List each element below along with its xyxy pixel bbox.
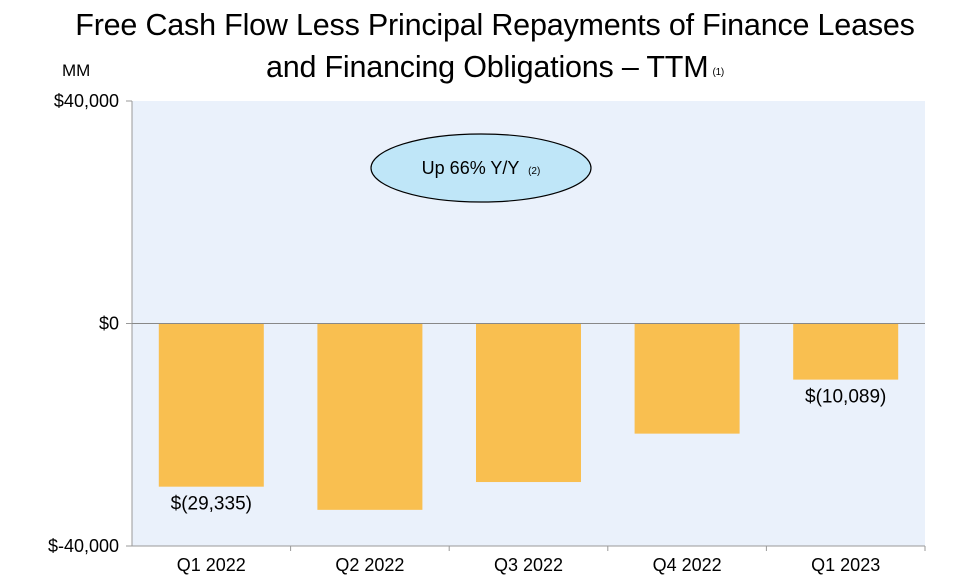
x-tick-label: Q2 2022 — [335, 555, 404, 575]
y-tick-label: $-40,000 — [48, 536, 119, 556]
annotation-main-text: Up 66% Y/Y — [422, 158, 520, 178]
bar — [476, 323, 581, 483]
annotation-ellipse — [370, 133, 592, 203]
y-tick-label: $0 — [99, 314, 119, 334]
y-tick-label: $40,000 — [54, 91, 119, 111]
x-tick-label: Q4 2022 — [653, 555, 722, 575]
bar — [158, 323, 264, 487]
title-footnote: (1) — [712, 67, 725, 78]
bar — [634, 323, 740, 434]
annotation-text: Up 66% Y/Y (2) — [422, 158, 541, 178]
chart-title-line-2: and Financing Obligations – TTM — [265, 50, 709, 84]
bar-data-label: $(10,089) — [805, 387, 886, 408]
chart-title: Free Cash Flow Less Principal Repayments… — [0, 4, 960, 96]
x-tick-label: Q3 2022 — [494, 555, 563, 575]
chart-title-line-1: Free Cash Flow Less Principal Repayments… — [75, 8, 915, 42]
bar — [317, 323, 423, 510]
annotation-footnote: (2) — [528, 166, 540, 177]
unit-label: MM — [62, 61, 91, 80]
x-tick-label: Q1 2023 — [811, 555, 880, 575]
bar — [793, 323, 899, 380]
annotation: Up 66% Y/Y (2) — [370, 133, 592, 203]
x-tick-label: Q1 2022 — [177, 555, 246, 575]
bar-data-label: $(29,335) — [171, 494, 252, 515]
